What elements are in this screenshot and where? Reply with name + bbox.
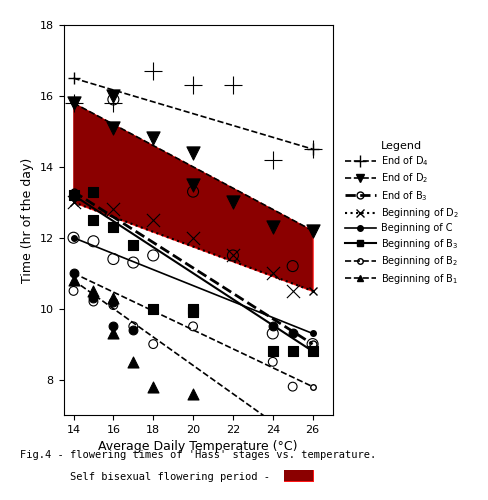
Point [268, 223, 276, 231]
Point [109, 96, 117, 104]
Point [288, 287, 296, 295]
Point [189, 304, 197, 312]
Point [149, 67, 157, 75]
Point [308, 226, 316, 234]
Point [189, 308, 197, 316]
Point [268, 347, 276, 355]
Point [69, 276, 77, 284]
X-axis label: Average Daily Temperature (°C): Average Daily Temperature (°C) [98, 440, 297, 454]
Point [189, 180, 197, 188]
Point [69, 99, 77, 107]
Point [268, 156, 276, 164]
Point [69, 269, 77, 277]
Point [268, 358, 276, 366]
Point [308, 145, 316, 153]
Point [189, 148, 197, 156]
Point [69, 198, 77, 206]
Point [129, 241, 137, 249]
Point [89, 294, 97, 302]
Point [109, 322, 117, 330]
Point [189, 390, 197, 398]
Point [288, 330, 296, 338]
Point [89, 287, 97, 295]
Point [109, 99, 117, 107]
Point [288, 382, 296, 390]
Point [268, 330, 276, 338]
Point [189, 322, 197, 330]
Point [69, 287, 77, 295]
Point [149, 252, 157, 260]
Point [109, 301, 117, 309]
Point [308, 347, 316, 355]
Legend: End of D$_4$, End of D$_2$, End of B$_3$, Beginning of D$_2$, Beginning of C, Be: End of D$_4$, End of D$_2$, End of B$_3$… [342, 139, 460, 288]
Point [69, 234, 77, 241]
Point [189, 234, 197, 241]
Point [109, 124, 117, 132]
Point [149, 382, 157, 390]
Point [129, 322, 137, 330]
Point [189, 82, 197, 90]
Point [308, 340, 316, 348]
Point [89, 216, 97, 224]
Point [268, 322, 276, 330]
Point [149, 216, 157, 224]
Point [109, 223, 117, 231]
Point [129, 326, 137, 334]
Point [189, 304, 197, 312]
Point [268, 269, 276, 277]
Point [109, 255, 117, 263]
Point [109, 330, 117, 338]
Point [109, 294, 117, 302]
Point [69, 99, 77, 107]
Point [228, 252, 236, 260]
Text: Fig.4 - flowering times of 'Hass' stages vs. temperature.: Fig.4 - flowering times of 'Hass' stages… [20, 450, 375, 460]
Point [109, 92, 117, 100]
Point [228, 198, 236, 206]
Point [149, 304, 157, 312]
Y-axis label: Time (hr of the day): Time (hr of the day) [21, 158, 34, 282]
Point [109, 298, 117, 306]
Point [228, 82, 236, 90]
Point [288, 347, 296, 355]
Point [129, 258, 137, 266]
Point [149, 134, 157, 142]
Text: Self bisexual flowering period -: Self bisexual flowering period - [20, 472, 269, 482]
Point [89, 188, 97, 196]
Point [109, 206, 117, 214]
Point [149, 304, 157, 312]
Point [89, 238, 97, 246]
Point [288, 262, 296, 270]
Point [89, 298, 97, 306]
Point [228, 252, 236, 260]
Point [69, 191, 77, 199]
Point [129, 358, 137, 366]
Point [189, 188, 197, 196]
Point [149, 340, 157, 348]
